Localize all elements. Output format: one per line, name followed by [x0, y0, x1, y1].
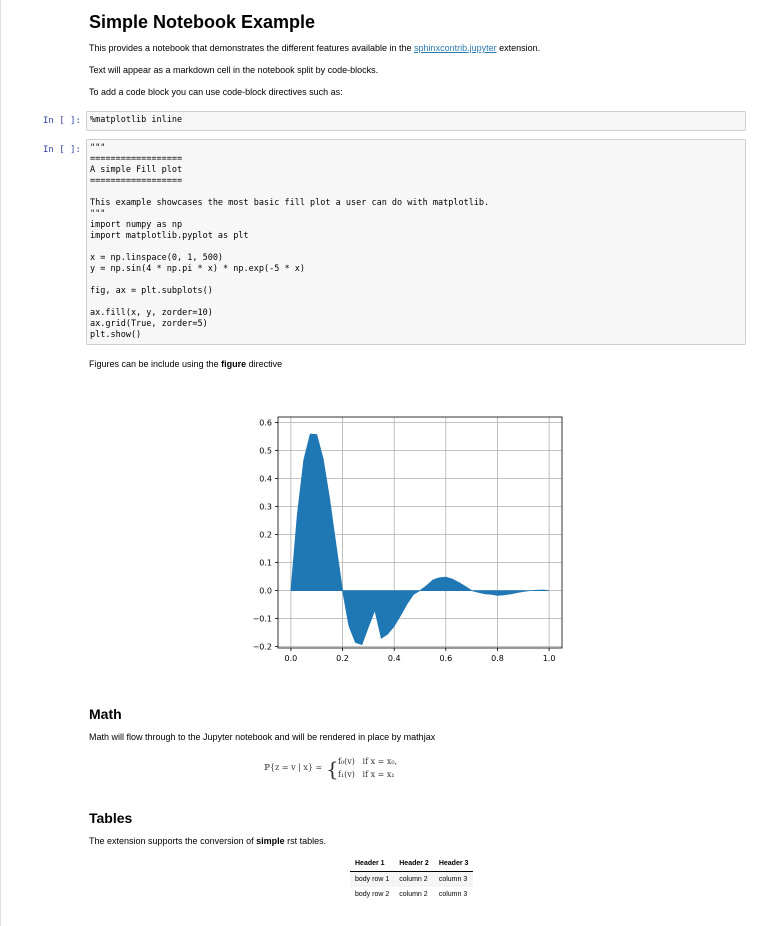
y-tick-label: 0.5	[259, 447, 272, 456]
x-tick-label: 0.4	[388, 654, 401, 663]
math-brace: {	[326, 757, 339, 781]
table-header: Header 2	[394, 856, 434, 872]
y-tick-label: −0.2	[253, 643, 272, 652]
tables-heading: Tables	[89, 810, 133, 826]
tables-text-pre: The extension supports the conversion of	[89, 836, 257, 846]
intro-paragraph-1: This provides a notebook that demonstrat…	[89, 42, 540, 54]
table-cell: column 2	[394, 871, 434, 887]
sphinxcontrib-jupyter-link[interactable]: sphinxcontrib.jupyter	[414, 43, 497, 53]
table-header-row: Header 1 Header 2 Header 3	[350, 856, 474, 872]
x-tick-label: 0.6	[439, 654, 452, 663]
math-case-2: f₁(v) if x = x₁	[338, 770, 395, 779]
code-cell-1-source[interactable]: %matplotlib inline	[90, 115, 183, 125]
x-tick-label: 0.0	[285, 654, 298, 663]
y-tick-label: 0.1	[259, 559, 272, 568]
figure-text-pre: Figures can be include using the	[89, 359, 222, 369]
figure-text-bold: figure	[221, 359, 247, 369]
y-tick-label: 0.6	[259, 419, 272, 428]
table-cell: column 3	[433, 871, 474, 887]
x-tick-label: 1.0	[543, 654, 556, 663]
tables-text-bold: simple	[256, 836, 285, 846]
math-heading: Math	[89, 706, 122, 722]
math-lhs: ℙ{z = v | x} =	[264, 763, 323, 772]
tables-paragraph: The extension supports the conversion of…	[89, 835, 326, 847]
math-case-1: f₀(v) if x = x₀,	[338, 757, 398, 766]
table-cell: column 2	[399, 891, 428, 898]
page-title: Simple Notebook Example	[89, 12, 316, 32]
x-tick-label: 0.8	[491, 654, 504, 663]
table-header: Header 3	[433, 856, 474, 872]
figure-text: Figures can be include using the figure …	[89, 358, 282, 370]
figure-text-post: directive	[246, 359, 283, 369]
y-tick-label: 0.4	[259, 475, 272, 484]
y-tick-label: 0.0	[259, 587, 272, 596]
y-tick-label: −0.1	[253, 615, 272, 624]
code-cell-1[interactable]: %matplotlib inline	[86, 111, 746, 131]
code-cell-2-source[interactable]: """ ================== A simple Fill plo…	[90, 143, 490, 340]
table-cell: body row 1	[350, 871, 395, 887]
example-table: Header 1 Header 2 Header 3 body row 1 co…	[350, 856, 474, 902]
math-paragraph: Math will flow through to the Jupyter no…	[89, 732, 436, 742]
cell-2-prompt: In [ ]:	[43, 145, 81, 155]
tables-text-post: rst tables.	[284, 836, 327, 846]
cell-1-prompt: In [ ]:	[43, 116, 81, 126]
fill-area	[290, 433, 550, 646]
x-tick-label: 0.2	[336, 654, 349, 663]
intro-text-post: extension.	[496, 43, 541, 53]
table-row: body row 2 column 2 column 3	[350, 887, 473, 902]
y-tick-label: 0.2	[259, 531, 272, 540]
fill-plot-figure: 0.0 0.2 0.4 0.6 0.8 1.0 0.6 0.5 0.4 0.3 0.2 0.1 0.0 −…	[253, 416, 563, 663]
table-cell: column 3	[438, 891, 468, 898]
table-header: Header 1	[350, 856, 395, 872]
table-cell: body row 2	[355, 891, 390, 898]
y-tick-label: 0.3	[259, 503, 272, 512]
left-border	[0, 0, 1, 926]
intro-paragraph-3: To add a code block you can use code-blo…	[89, 87, 343, 97]
code-cell-2[interactable]: """ ================== A simple Fill plo…	[86, 139, 746, 345]
axes-frame	[277, 416, 563, 649]
intro-text-pre: This provides a notebook that demonstrat…	[89, 43, 415, 53]
intro-paragraph-2: Text will appear as a markdown cell in t…	[89, 65, 379, 75]
table-row: body row 1 column 2 column 3	[350, 871, 474, 887]
